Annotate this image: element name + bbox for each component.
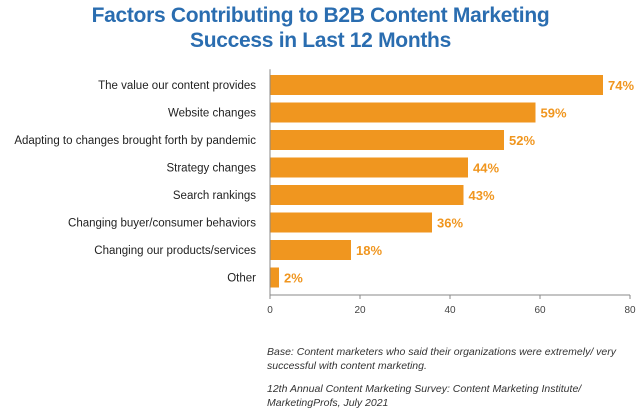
category-label: The value our content provides	[98, 80, 256, 92]
data-label: 18%	[356, 243, 382, 258]
category-label: Other	[227, 273, 256, 285]
category-label: Changing our products/services	[94, 245, 256, 257]
data-label: 2%	[284, 271, 303, 286]
data-label: 36%	[437, 216, 463, 231]
bar	[270, 185, 464, 205]
bar	[270, 212, 432, 233]
chart-title: Factors Contributing to B2B Content Mark…	[70, 3, 571, 53]
x-tick-label: 40	[444, 305, 456, 316]
x-tick-label: 80	[624, 305, 636, 316]
bar	[270, 75, 603, 95]
bars-group: The value our content provides 74% Website…	[14, 75, 634, 288]
data-label: 59%	[541, 106, 567, 121]
bar	[270, 130, 504, 150]
data-label: 43%	[469, 188, 495, 203]
category-label: Strategy changes	[166, 163, 256, 175]
base-note: Base: Content marketers who said their o…	[267, 346, 616, 372]
source-note: 12th Annual Content Marketing Survey: Co…	[267, 383, 582, 409]
bar	[270, 157, 468, 178]
data-label: 74%	[608, 78, 634, 93]
x-tick-label: 0	[267, 305, 273, 316]
data-label: 52%	[509, 133, 535, 148]
category-label: Search rankings	[173, 190, 256, 202]
bar	[270, 240, 351, 260]
category-label: Adapting to changes brought forth by pan…	[14, 135, 256, 147]
x-axis: 0 20 40 60 80	[267, 69, 636, 316]
x-tick-label: 20	[354, 305, 366, 316]
bar	[270, 267, 279, 288]
data-label: 44%	[473, 161, 499, 176]
chart-notes: Base: Content marketers who said their o…	[267, 345, 627, 410]
chart-title-line-1: Factors Contributing to B2B Content Mark…	[91, 4, 550, 27]
chart-title-line-2: Success in Last 12 Months	[190, 29, 451, 52]
category-label: Changing buyer/consumer behaviors	[68, 218, 256, 230]
x-tick-label: 60	[534, 305, 546, 316]
category-label: Website changes	[168, 108, 256, 120]
bar	[270, 102, 536, 123]
